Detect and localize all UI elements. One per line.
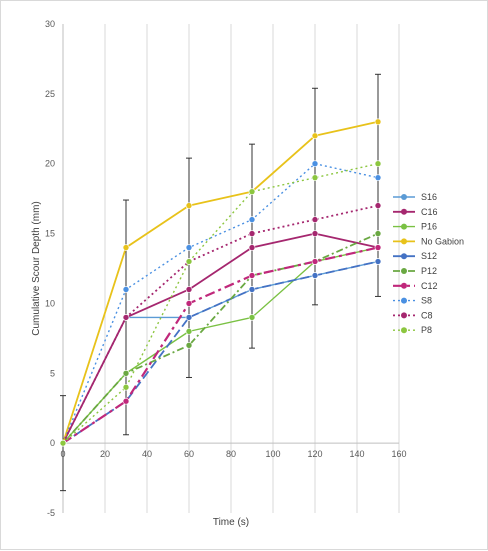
legend-label: No Gabion (421, 236, 464, 246)
data-point (185, 286, 193, 293)
y-tick-label: 30 (45, 19, 55, 29)
data-point (374, 258, 382, 265)
x-tick-label: 140 (349, 449, 364, 459)
x-tick-label: 0 (60, 449, 65, 459)
data-point (248, 230, 256, 237)
data-point (374, 118, 382, 126)
series-line-p8 (62, 163, 379, 444)
legend-label: C8 (421, 310, 433, 320)
data-point (248, 314, 256, 321)
data-point (311, 272, 319, 279)
legend-swatch-marker (401, 327, 407, 334)
series-line-p16 (62, 246, 379, 444)
data-point (374, 174, 382, 181)
legend: S16 C16 P16 No Gabion S12 P12 C12 S8 C8 P8 (393, 192, 464, 335)
y-tick-label: 5 (50, 368, 55, 378)
legend-label: S16 (421, 192, 437, 202)
legend-label: P12 (421, 266, 437, 276)
data-point (185, 314, 193, 321)
x-axis-title: Time (s) (213, 517, 249, 528)
data-point (122, 286, 130, 293)
legend-label: S12 (421, 251, 437, 261)
x-tick-label: 120 (307, 449, 322, 459)
series-line-no-gabion (62, 120, 379, 444)
legend-swatch-marker (401, 223, 407, 230)
data-point (122, 397, 130, 405)
legend-label: C16 (421, 207, 438, 217)
legend-swatch-marker (401, 312, 407, 319)
data-point (311, 174, 319, 181)
legend-swatch-marker (401, 253, 407, 260)
data-point (311, 160, 319, 168)
legend-swatch-marker (401, 297, 407, 304)
data-point (248, 272, 256, 279)
data-point (122, 314, 130, 321)
series-line-p12 (62, 232, 379, 444)
data-point (248, 188, 256, 195)
legend-label: C12 (421, 281, 438, 291)
x-tick-label: 60 (184, 449, 194, 459)
legend-label: P16 (421, 222, 437, 232)
series-line-s12 (62, 260, 379, 444)
x-tick-label: 100 (265, 449, 280, 459)
x-tick-label: 80 (226, 449, 236, 459)
y-tick-label: -5 (47, 508, 55, 518)
data-point (185, 258, 193, 265)
legend-swatch-marker (401, 194, 407, 200)
data-point (248, 244, 256, 251)
legend-swatch-marker (401, 268, 407, 274)
data-point (122, 383, 130, 391)
data-point (374, 160, 382, 168)
legend-swatch-marker (401, 282, 407, 289)
y-tick-label: 0 (50, 438, 55, 448)
data-point (185, 202, 193, 209)
tick-labels: 0 20 40 60 80 100 120 140 160 -5 0 5 10 15 20 25 30 (45, 19, 407, 518)
series-lines (59, 118, 382, 447)
data-point (122, 369, 130, 377)
data-point (185, 300, 193, 307)
data-point (248, 216, 256, 223)
data-point (311, 216, 319, 223)
y-tick-label: 25 (45, 89, 55, 99)
x-tick-label: 160 (391, 449, 406, 459)
error-bars (60, 73, 381, 492)
legend-swatch-marker (401, 238, 407, 245)
data-point (122, 244, 130, 251)
x-tick-label: 20 (100, 449, 110, 459)
legend-label: P8 (421, 325, 432, 335)
data-point (185, 328, 193, 335)
data-point (311, 258, 319, 265)
y-tick-label: 20 (45, 159, 55, 169)
series-line-c16 (62, 232, 379, 444)
y-tick-label: 15 (45, 229, 55, 239)
data-point (185, 342, 193, 349)
data-point (248, 286, 256, 293)
x-tick-label: 40 (142, 449, 152, 459)
y-tick-label: 10 (45, 298, 55, 308)
data-point (311, 132, 319, 140)
data-point (311, 230, 319, 237)
legend-label: S8 (421, 296, 432, 306)
data-point (374, 244, 382, 251)
data-point (59, 439, 67, 447)
data-point (374, 230, 382, 237)
series-line-c12 (62, 246, 379, 445)
legend-swatch-marker (401, 208, 407, 215)
data-point (185, 244, 193, 251)
data-point (374, 202, 382, 209)
series-line-s8 (62, 163, 379, 444)
y-axis-title: Cumulative Scour Depth (mm) (31, 201, 42, 335)
